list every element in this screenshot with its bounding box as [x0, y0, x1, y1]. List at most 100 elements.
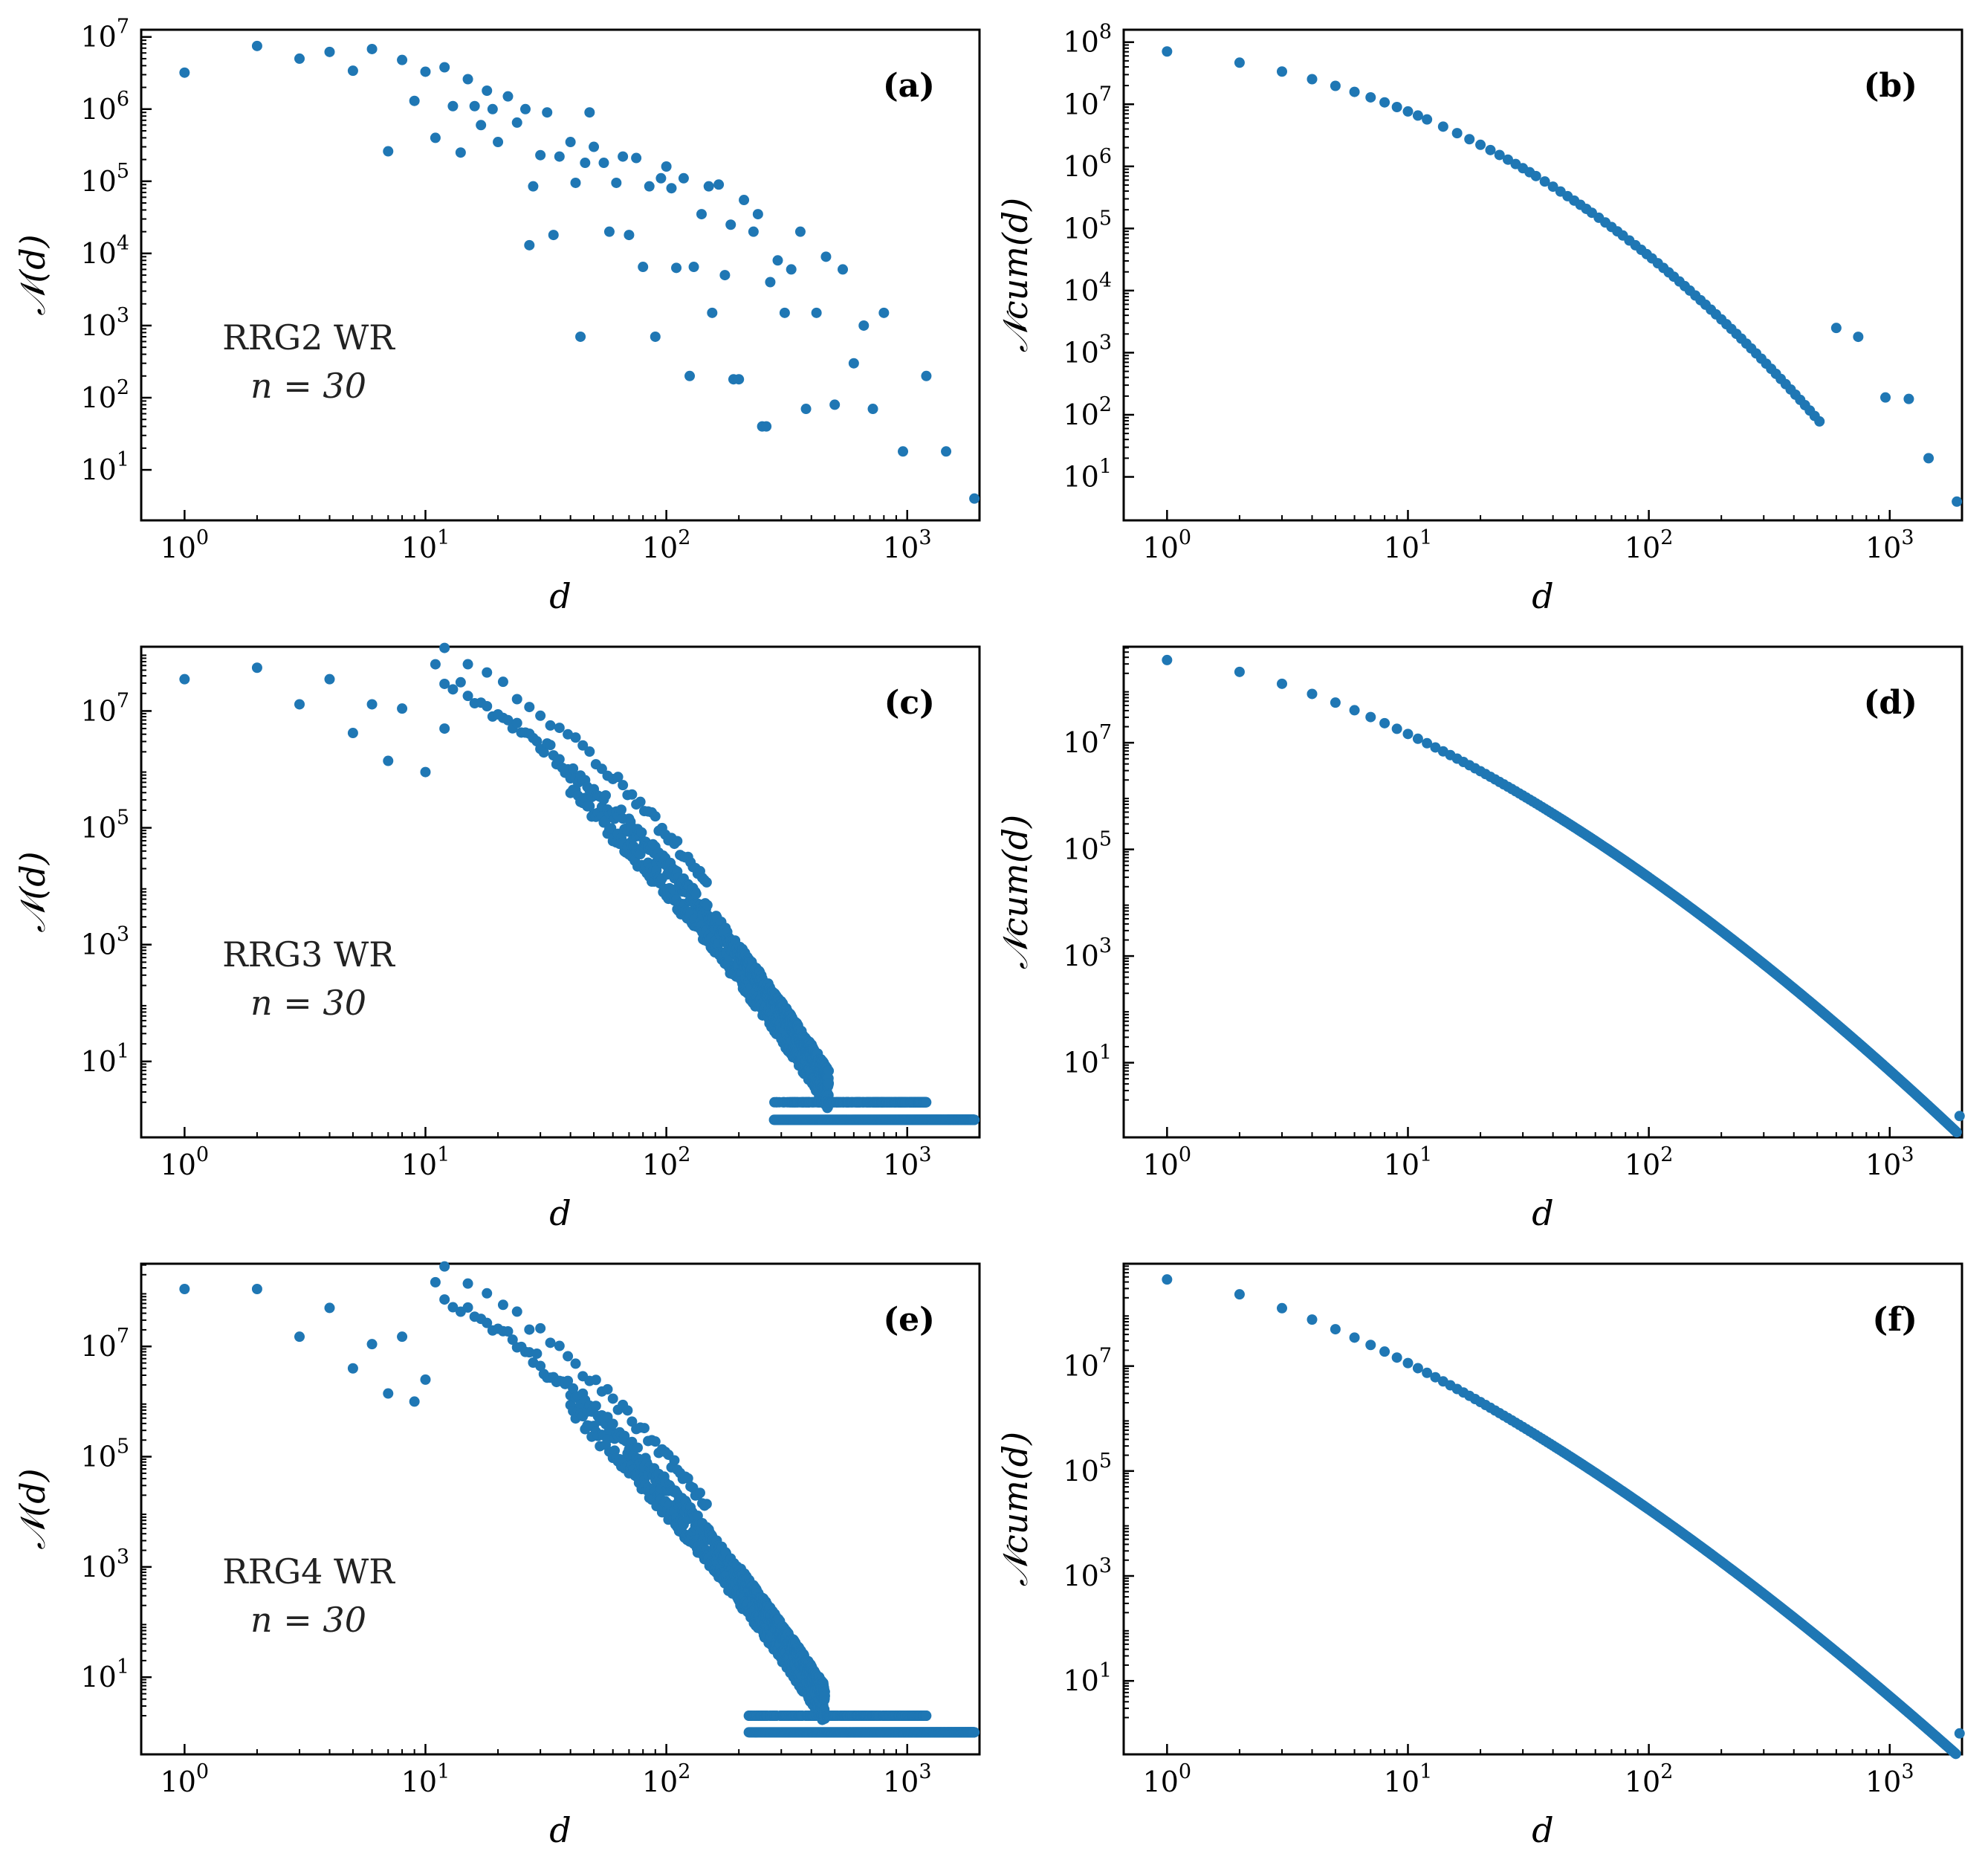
panel-label: (e) — [883, 1301, 935, 1339]
x-tick-label: 102 — [642, 1143, 691, 1181]
y-tick-label-exp: 3 — [117, 1545, 129, 1569]
data-point — [598, 158, 609, 169]
x-tick-label-base: 10 — [883, 1149, 919, 1181]
data-point — [655, 172, 667, 184]
y-tick-label-base: 10 — [1063, 726, 1098, 759]
x-axis-label: d — [1532, 576, 1553, 616]
data-point — [707, 307, 718, 318]
data-point — [570, 1358, 581, 1369]
y-tick-label-base: 10 — [80, 381, 116, 414]
panel-label: (c) — [884, 684, 935, 722]
annotation-line: n = 30 — [250, 1600, 366, 1640]
panel-label: (a) — [883, 67, 935, 105]
y-tick-label-exp: 3 — [117, 304, 129, 327]
data-point — [439, 723, 450, 734]
data-point — [921, 1096, 932, 1108]
x-tick-label-base: 10 — [1625, 532, 1660, 564]
data-point — [383, 755, 394, 766]
y-tick-label-base: 10 — [80, 1441, 116, 1473]
x-tick-label-exp: 1 — [1419, 1143, 1432, 1166]
y-tick-label-exp: 1 — [117, 1655, 129, 1679]
data-point — [1412, 733, 1423, 744]
data-point — [1903, 393, 1914, 404]
data-point — [1952, 496, 1963, 507]
data-point — [638, 1423, 650, 1434]
x-tick-label-exp: 1 — [1419, 526, 1432, 549]
data-point — [1276, 66, 1287, 77]
data-point — [554, 1340, 565, 1351]
data-point — [251, 1284, 262, 1295]
x-tick-label-base: 10 — [161, 1766, 196, 1798]
data-point — [577, 740, 589, 751]
x-tick-label-base: 10 — [642, 1149, 678, 1181]
y-tick-label: 104 — [80, 232, 129, 270]
data-point — [748, 226, 759, 237]
x-tick-label-exp: 2 — [678, 526, 690, 549]
data-point — [622, 1405, 633, 1416]
data-point — [644, 181, 655, 192]
data-point — [554, 723, 565, 734]
y-tick-label-base: 10 — [1063, 336, 1098, 369]
x-tick-label-base: 10 — [883, 1766, 919, 1798]
data-point — [455, 676, 466, 688]
data-point — [430, 659, 441, 670]
data-point — [1402, 106, 1414, 117]
data-point — [545, 1337, 556, 1348]
data-point — [251, 662, 262, 673]
data-point — [439, 642, 450, 653]
x-axis-label: d — [1532, 1193, 1553, 1233]
data-point — [1234, 666, 1245, 677]
data-point — [383, 146, 394, 157]
data-point — [397, 1331, 408, 1343]
x-tick-label-base: 10 — [883, 532, 919, 564]
data-point — [688, 262, 699, 273]
y-tick-label: 105 — [80, 807, 129, 844]
x-tick-label-base: 10 — [401, 1149, 437, 1181]
data-point — [554, 151, 565, 162]
y-axis-label: 𝒩(d) — [13, 851, 53, 932]
y-tick-label-base: 10 — [80, 1045, 116, 1078]
data-point — [324, 46, 335, 57]
y-tick-label: 102 — [1063, 393, 1112, 431]
data-point — [1475, 139, 1486, 150]
data-point — [848, 358, 859, 369]
y-tick-label-exp: 2 — [1099, 393, 1112, 416]
data-point — [590, 1374, 601, 1386]
x-tick-label-base: 10 — [1384, 1149, 1419, 1181]
data-point — [584, 746, 595, 757]
data-point — [462, 1302, 473, 1313]
data-point — [1437, 121, 1448, 132]
data-point — [1494, 149, 1505, 161]
data-point — [294, 699, 305, 710]
data-point — [535, 710, 546, 721]
y-tick-label-base: 10 — [1063, 1047, 1098, 1079]
data-point — [469, 100, 480, 112]
x-tick-label-base: 10 — [1143, 532, 1179, 564]
x-tick-label: 100 — [161, 526, 210, 564]
data-point — [632, 1442, 643, 1453]
data-point — [251, 40, 262, 51]
data-point — [1951, 1127, 1962, 1138]
data-point — [819, 1690, 830, 1702]
y-tick-label-base: 10 — [80, 1551, 116, 1583]
data-point — [439, 62, 450, 73]
scatter-points — [179, 1261, 980, 1738]
x-tick-label-exp: 2 — [1660, 526, 1673, 549]
y-tick-label-exp: 1 — [117, 448, 129, 471]
y-tick-label-exp: 7 — [117, 16, 129, 39]
y-tick-label-exp: 3 — [1099, 331, 1112, 354]
data-point — [734, 374, 745, 385]
x-tick-label: 100 — [161, 1143, 210, 1181]
x-tick-label: 100 — [1143, 1143, 1192, 1181]
data-point — [179, 1284, 190, 1295]
data-point — [650, 1436, 661, 1447]
x-tick-label: 101 — [401, 1760, 450, 1798]
data-point — [1365, 711, 1376, 723]
scatter-points — [179, 40, 980, 504]
data-point — [538, 747, 549, 758]
data-point — [671, 262, 682, 274]
panel-a: 100 101 102 103101102103104105106107d𝒩(d)(a… — [13, 16, 981, 616]
data-point — [535, 1322, 546, 1334]
data-point — [502, 714, 514, 726]
